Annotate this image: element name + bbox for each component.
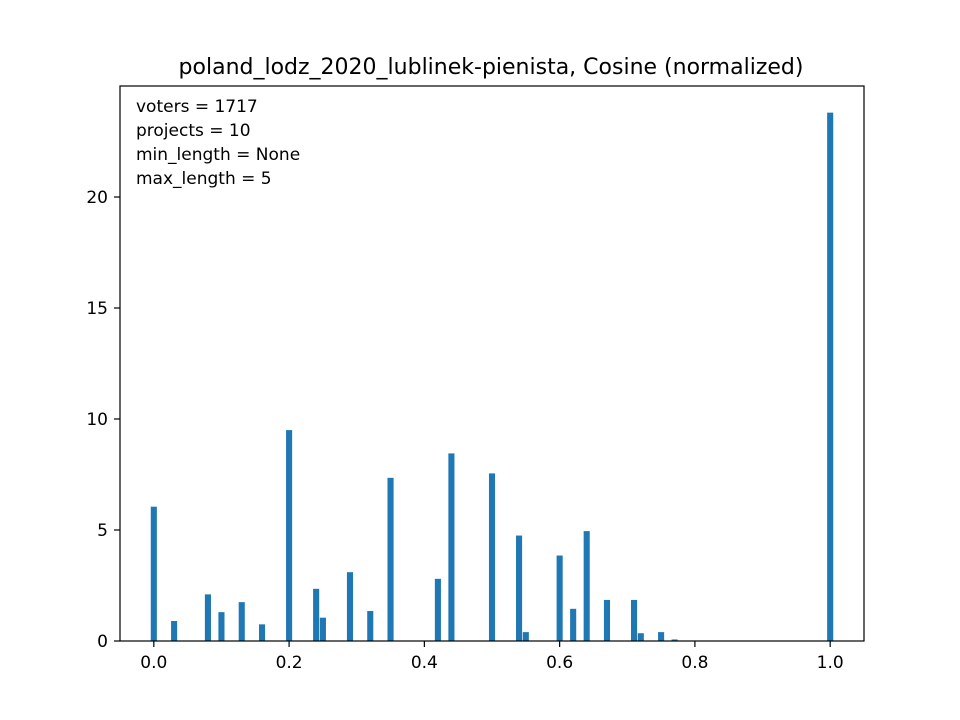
annotation-projects: projects = 10 <box>136 121 251 141</box>
x-axis: 0.0 0.2 0.4 0.6 0.8 1.0 <box>140 641 844 673</box>
bar-1 <box>171 621 178 641</box>
bar-15 <box>516 535 523 641</box>
bar-12 <box>434 578 441 641</box>
bar-6 <box>286 430 293 641</box>
bar-24 <box>671 639 678 641</box>
bar-11 <box>387 477 394 641</box>
bars-group <box>150 112 834 641</box>
y-tick-label: 0 <box>97 632 108 652</box>
bar-13 <box>448 453 455 641</box>
bar-18 <box>570 608 577 641</box>
y-tick-label: 20 <box>86 188 108 208</box>
bar-10 <box>367 611 374 641</box>
chart-title: poland_lodz_2020_lublinek-pienista, Cosi… <box>179 55 804 80</box>
y-axis: 0 5 10 15 20 <box>86 188 120 652</box>
bar-2 <box>204 594 211 641</box>
bar-25 <box>827 112 834 641</box>
bar-19 <box>583 531 590 641</box>
bar-3 <box>218 612 225 641</box>
x-tick-label: 1.0 <box>817 653 844 673</box>
bar-23 <box>658 632 665 641</box>
annotation-max-length: max_length = 5 <box>136 169 272 189</box>
bar-20 <box>603 599 611 641</box>
y-tick-label: 15 <box>86 299 108 319</box>
bar-0 <box>150 506 157 641</box>
bar-7 <box>313 588 320 641</box>
plot-frame <box>119 85 865 642</box>
x-tick-label: 0.4 <box>411 653 438 673</box>
bar-17 <box>556 555 563 641</box>
bar-21 <box>630 599 638 641</box>
x-tick-label: 0.8 <box>681 653 708 673</box>
annotation-min-length: min_length = None <box>136 145 300 165</box>
y-tick-label: 10 <box>86 410 108 430</box>
bar-16 <box>522 632 529 641</box>
bar-22 <box>637 633 644 641</box>
x-tick-label: 0.6 <box>546 653 573 673</box>
annotation-voters: voters = 1717 <box>136 97 258 117</box>
bar-8 <box>319 617 326 641</box>
y-tick-label: 5 <box>97 521 108 541</box>
bar-4 <box>238 602 245 641</box>
x-tick-label: 0.0 <box>140 653 167 673</box>
bar-14 <box>488 473 496 641</box>
bar-9 <box>346 572 354 641</box>
x-tick-label: 0.2 <box>276 653 303 673</box>
bar-5 <box>258 624 266 641</box>
stats-annotation: voters = 1717 projects = 10 min_length =… <box>136 97 300 189</box>
